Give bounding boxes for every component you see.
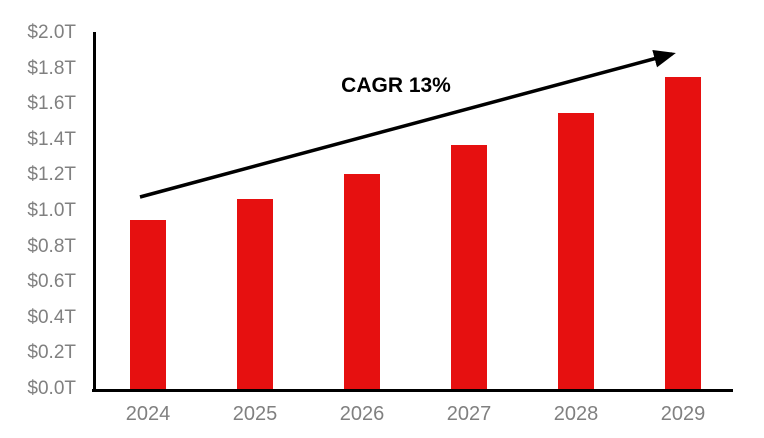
x-tick-label: 2024 xyxy=(125,403,171,425)
bar-2026 xyxy=(344,174,380,389)
y-axis-line xyxy=(93,32,96,392)
bar-2024 xyxy=(130,220,166,389)
bar-2028 xyxy=(558,113,594,389)
y-tick-label: $1.2T xyxy=(27,164,76,186)
y-tick-label: $0.2T xyxy=(27,342,76,364)
bar-2027 xyxy=(451,145,487,389)
y-tick-label: $1.8T xyxy=(27,57,76,79)
x-tick-label: 2025 xyxy=(232,403,278,425)
x-tick-label: 2028 xyxy=(553,403,599,425)
x-tick-label: 2029 xyxy=(660,403,706,425)
x-tick-label: 2027 xyxy=(446,403,492,425)
y-tick-label: $1.0T xyxy=(27,200,76,221)
cagr-annotation: CAGR 13% xyxy=(341,74,451,97)
bar-2025 xyxy=(237,199,273,389)
y-tick-label: $0.8T xyxy=(27,235,76,257)
y-tick-label: $2.0T xyxy=(27,22,76,43)
y-tick-label: $1.6T xyxy=(27,93,76,115)
x-axis-line xyxy=(92,389,733,392)
x-tick-label: 2026 xyxy=(339,403,385,425)
y-tick-label: $0.6T xyxy=(27,271,76,293)
y-tick-label: $1.4T xyxy=(27,128,76,150)
y-tick-label: $0.4T xyxy=(27,306,76,328)
y-tick-label: $0.0T xyxy=(27,378,76,399)
bar-2029 xyxy=(665,77,701,389)
